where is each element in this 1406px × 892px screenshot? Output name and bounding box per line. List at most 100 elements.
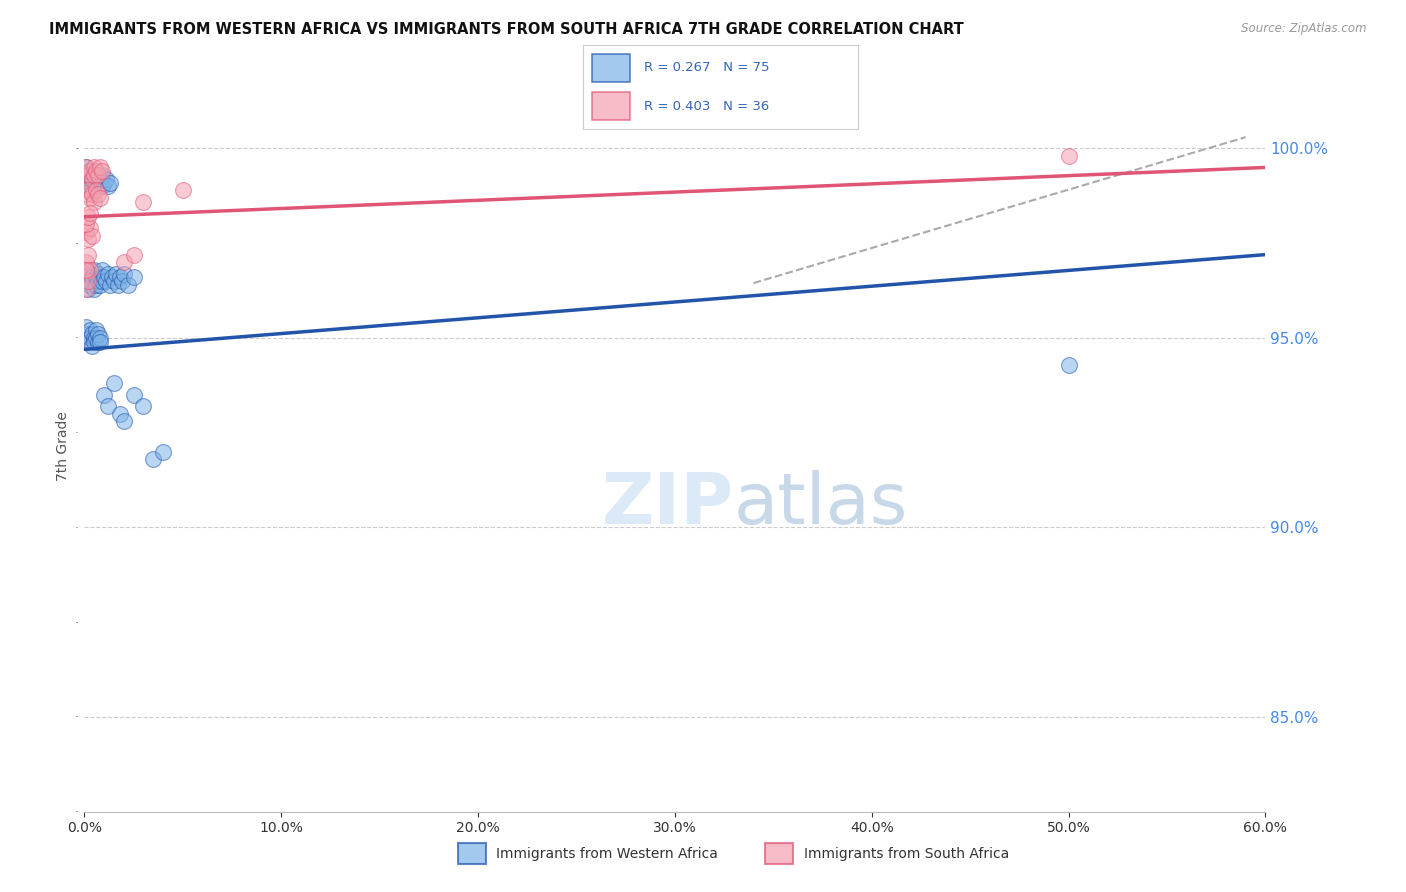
Point: [79, 179, 101, 194]
Point: [89, 277, 111, 292]
Point: [77, 274, 100, 288]
Point: [112, 267, 135, 281]
Point: [77, 334, 100, 349]
Point: [84, 171, 107, 186]
Point: [79, 221, 101, 235]
Text: Immigrants from Western Africa: Immigrants from Western Africa: [496, 847, 718, 861]
Point: [75, 161, 97, 175]
Point: [82, 179, 104, 194]
Point: [108, 270, 131, 285]
Point: [122, 270, 145, 285]
Point: [97, 399, 120, 413]
Point: [83, 168, 105, 182]
Point: [82, 327, 104, 342]
Point: [87, 179, 110, 194]
Point: [93, 388, 115, 402]
Point: [75, 255, 97, 269]
Point: [79, 323, 101, 337]
Point: [101, 270, 124, 285]
Point: [104, 267, 127, 281]
Point: [89, 191, 111, 205]
Point: [75, 282, 97, 296]
Point: [82, 228, 104, 243]
Point: [152, 444, 174, 458]
Point: [83, 262, 105, 277]
Point: [87, 327, 110, 342]
Point: [75, 217, 97, 231]
Point: [89, 161, 111, 175]
Y-axis label: 7th Grade: 7th Grade: [56, 411, 70, 481]
Point: [122, 247, 145, 261]
Text: ZIP: ZIP: [602, 470, 734, 539]
Point: [77, 168, 100, 182]
Point: [107, 277, 129, 292]
Point: [103, 376, 125, 391]
Point: [89, 331, 111, 345]
Point: [87, 176, 110, 190]
Point: [77, 247, 100, 261]
Point: [82, 171, 104, 186]
Point: [79, 267, 101, 281]
Point: [132, 194, 155, 209]
Point: [77, 168, 100, 182]
Point: [82, 270, 104, 285]
Text: R = 0.267   N = 75: R = 0.267 N = 75: [644, 62, 769, 74]
Point: [75, 186, 97, 201]
Point: [89, 171, 111, 186]
Point: [83, 176, 105, 190]
Point: [98, 176, 121, 190]
Point: [132, 399, 155, 413]
Point: [75, 161, 97, 175]
Point: [75, 319, 97, 334]
Point: [82, 171, 104, 186]
Point: [84, 277, 107, 292]
Text: Immigrants from South Africa: Immigrants from South Africa: [804, 847, 1010, 861]
Text: IMMIGRANTS FROM WESTERN AFRICA VS IMMIGRANTS FROM SOUTH AFRICA 7TH GRADE CORRELA: IMMIGRANTS FROM WESTERN AFRICA VS IMMIGR…: [49, 22, 965, 37]
Text: R = 0.403   N = 36: R = 0.403 N = 36: [644, 100, 769, 112]
Point: [89, 270, 111, 285]
Point: [84, 323, 107, 337]
Point: [98, 277, 121, 292]
Point: [108, 407, 131, 421]
Point: [79, 206, 101, 220]
Bar: [765, 843, 793, 864]
Point: [77, 274, 100, 288]
Point: [79, 191, 101, 205]
Point: [77, 327, 100, 342]
Point: [89, 176, 111, 190]
Point: [97, 267, 120, 281]
Point: [172, 183, 194, 197]
Point: [103, 274, 125, 288]
Point: [83, 331, 105, 345]
Point: [84, 331, 107, 345]
Point: [1057, 358, 1080, 372]
Point: [91, 179, 114, 194]
Point: [83, 161, 105, 175]
Point: [91, 262, 114, 277]
Point: [75, 262, 97, 277]
Bar: [592, 92, 630, 120]
Point: [97, 179, 120, 194]
Point: [79, 176, 101, 190]
Point: [77, 210, 100, 224]
Point: [83, 194, 105, 209]
Point: [79, 262, 101, 277]
Point: [112, 414, 135, 428]
Point: [75, 225, 97, 239]
Point: [77, 282, 100, 296]
Point: [82, 338, 104, 352]
Point: [94, 274, 117, 288]
Point: [84, 270, 107, 285]
Point: [117, 277, 139, 292]
Point: [79, 277, 101, 292]
Point: [111, 274, 134, 288]
Point: [83, 168, 105, 182]
Point: [84, 183, 107, 197]
Point: [91, 164, 114, 178]
Point: [77, 183, 100, 197]
Point: [79, 331, 101, 345]
Point: [122, 388, 145, 402]
Point: [1057, 149, 1080, 163]
Point: [84, 164, 107, 178]
Point: [87, 334, 110, 349]
